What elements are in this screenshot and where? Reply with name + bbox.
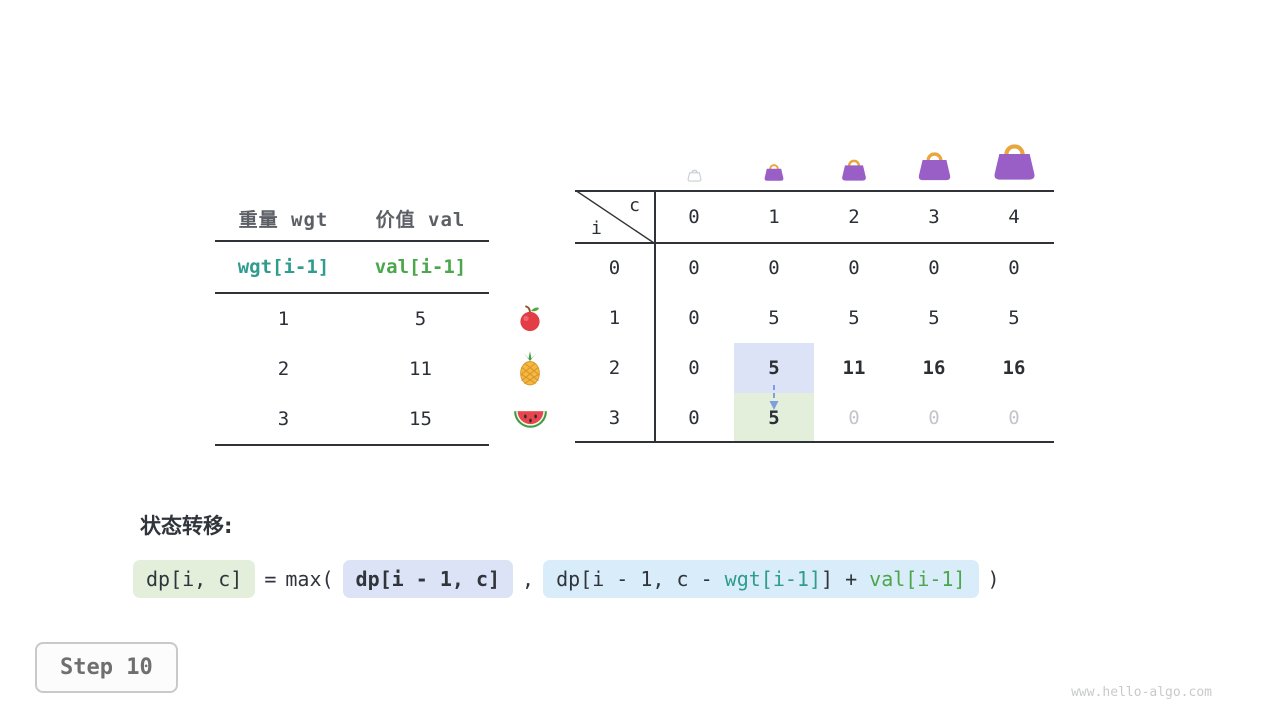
value-cell: 5 (414, 308, 427, 330)
dp-cell: 16 (922, 357, 946, 379)
bag-large-icon (894, 136, 974, 188)
capacity-bags-row (654, 136, 1054, 188)
corner-diagonal (575, 190, 654, 243)
weight-cell: 1 (277, 308, 290, 330)
weight-value-table: 重量 wgt 价值 val wgt[i-1] val[i-1] 1 5 2 11… (215, 196, 489, 446)
corner-row-label: i (591, 218, 602, 239)
table-row: 2 11 (215, 344, 489, 394)
val-variable: val[i-1] (374, 256, 467, 278)
dp-grid: c i 0 1 2 3 4 0 0 0 0 0 0 1 0 5 5 5 5 2 … (575, 190, 1054, 443)
value-cell: 15 (409, 408, 432, 430)
bag-medium-icon (814, 136, 894, 188)
formula-wgt-token: wgt[i-1] (724, 567, 821, 591)
state-transition-label: 状态转移: (140, 514, 233, 538)
dp-cell: 5 (768, 307, 780, 329)
variable-row: wgt[i-1] val[i-1] (215, 242, 489, 292)
formula-arg2: dp[i - 1, c - wgt[i-1]] + val[i-1] (543, 560, 979, 598)
dp-col-header: 3 (928, 205, 940, 228)
table-rule (575, 190, 1054, 192)
table-rule (575, 441, 1054, 443)
dp-cell: 0 (848, 257, 860, 279)
dp-cell: 0 (1008, 257, 1020, 279)
bag-small-icon (734, 136, 814, 188)
dp-cell: 11 (842, 357, 866, 379)
state-transition-formula: dp[i, c] = max( dp[i - 1, c] , dp[i - 1,… (133, 560, 1000, 598)
table-row: 3 15 (215, 394, 489, 444)
formula-equals: = (264, 567, 277, 591)
formula-arg2-prefix: dp[i - 1, c - (556, 567, 725, 591)
watermelon-icon (512, 406, 549, 437)
table-rule (575, 242, 1054, 244)
dp-col-header: 1 (768, 205, 780, 228)
dp-cell: 5 (1008, 307, 1020, 329)
dp-row-header: 2 (608, 357, 621, 379)
dp-cell: 16 (1002, 357, 1026, 379)
table-rule (654, 190, 656, 443)
dp-col-header: 2 (848, 205, 860, 228)
arrow-down-icon (769, 385, 779, 410)
dp-row-header: 1 (608, 307, 621, 329)
dp-row-header: 0 (608, 257, 621, 279)
dp-table: c i 0 1 2 3 4 0 0 0 0 0 0 1 0 5 5 5 5 2 … (575, 190, 1054, 443)
formula-lhs: dp[i, c] (133, 560, 256, 598)
weight-cell: 2 (277, 358, 290, 380)
dp-col-header: 4 (1008, 205, 1020, 228)
dp-cell: 0 (688, 307, 700, 329)
table-rule (215, 444, 489, 446)
dp-cell: 0 (768, 257, 780, 279)
formula-max-open: max( (285, 567, 334, 591)
weight-cell: 3 (277, 408, 290, 430)
bag-xlarge-icon (974, 136, 1054, 188)
dp-cell-source-highlight: 5 (734, 343, 814, 393)
table-row: 1 5 (215, 294, 489, 344)
value-cell: 11 (409, 358, 432, 380)
table-rule (215, 292, 489, 294)
apple-icon (516, 304, 544, 336)
step-badge: Step 10 (35, 642, 178, 693)
dp-cell: 5 (848, 307, 860, 329)
formula-arg1: dp[i - 1, c] (342, 560, 514, 598)
dp-cell: 0 (1008, 407, 1020, 429)
table-rule (215, 240, 489, 242)
value-header: 价值 val (375, 208, 466, 231)
bag-empty-icon (654, 136, 734, 188)
formula-comma: , (522, 567, 535, 591)
weight-value-header-row: 重量 wgt 价值 val (215, 196, 489, 240)
watermark: www.hello-algo.com (1071, 685, 1212, 700)
corner-col-label: c (629, 195, 640, 216)
dp-cell: 0 (928, 257, 940, 279)
formula-arg2-infix: ] + (821, 567, 870, 591)
dp-corner-cell: c i (575, 190, 654, 243)
dp-cell: 0 (688, 357, 700, 379)
dp-cell: 0 (848, 407, 860, 429)
dp-cell: 0 (688, 257, 700, 279)
dp-cell: 0 (928, 407, 940, 429)
dp-cell: 0 (688, 407, 700, 429)
wgt-variable: wgt[i-1] (237, 256, 330, 278)
formula-val-token: val[i-1] (869, 567, 966, 591)
dp-cell: 5 (928, 307, 940, 329)
dp-row-header: 3 (608, 407, 621, 429)
pineapple-icon (515, 350, 545, 391)
dp-col-header: 0 (688, 205, 700, 228)
weight-header: 重量 wgt (238, 208, 329, 231)
formula-close-paren: ) (987, 567, 1000, 591)
